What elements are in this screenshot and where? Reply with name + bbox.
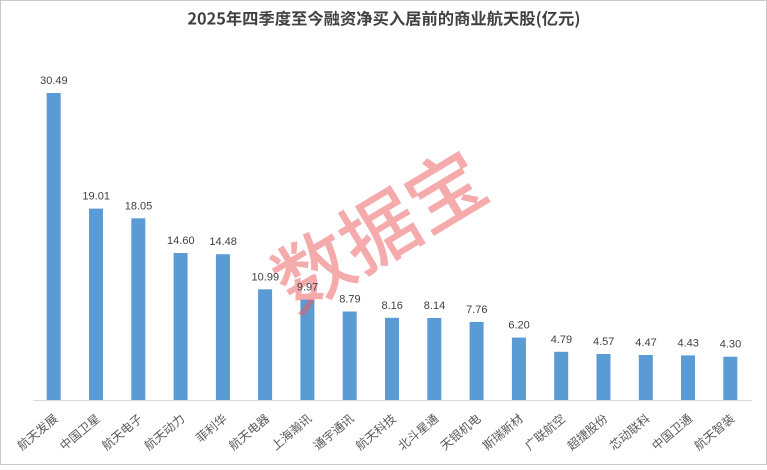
svg-text:14.60: 14.60 <box>167 235 195 247</box>
svg-text:19.01: 19.01 <box>82 191 110 203</box>
svg-text:4.79: 4.79 <box>551 334 572 346</box>
svg-text:30.49: 30.49 <box>40 75 68 87</box>
svg-text:14.48: 14.48 <box>209 236 237 248</box>
svg-text:7.76: 7.76 <box>466 304 487 316</box>
svg-text:8.16: 8.16 <box>381 300 402 312</box>
svg-text:4.30: 4.30 <box>720 339 741 351</box>
svg-text:18.05: 18.05 <box>125 200 153 212</box>
svg-text:9.97: 9.97 <box>297 282 318 294</box>
svg-text:4.43: 4.43 <box>677 337 698 349</box>
svg-text:6.20: 6.20 <box>508 320 529 332</box>
svg-text:8.14: 8.14 <box>424 300 445 312</box>
svg-text:8.79: 8.79 <box>339 294 360 306</box>
svg-text:10.99: 10.99 <box>252 271 280 283</box>
svg-text:4.57: 4.57 <box>593 336 614 348</box>
svg-text:4.47: 4.47 <box>635 337 656 349</box>
